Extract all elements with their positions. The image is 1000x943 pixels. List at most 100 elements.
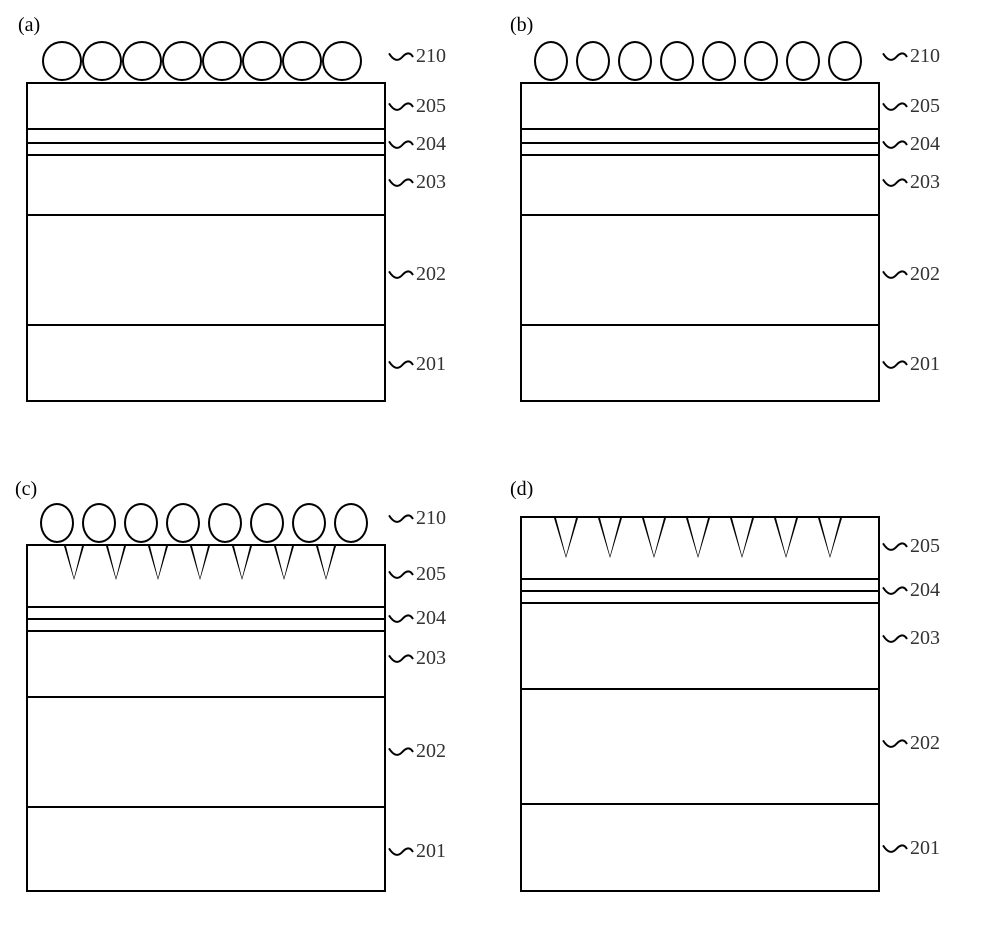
callout-label: 203 [910, 171, 940, 194]
microsphere [82, 41, 122, 81]
callout-201: 201 [388, 840, 446, 863]
microsphere [744, 41, 778, 81]
callout-203: 203 [388, 647, 446, 670]
callout-205: 205 [882, 535, 940, 558]
callout-201: 201 [882, 837, 940, 860]
etch-notch [148, 546, 168, 580]
callout-label: 205 [910, 535, 940, 558]
panel-d-stack [520, 516, 880, 892]
etch-notch [554, 518, 578, 558]
callout-label: 205 [416, 563, 446, 586]
microsphere [702, 41, 736, 81]
microsphere [42, 41, 82, 81]
callout-label: 210 [910, 45, 940, 68]
callout-label: 210 [416, 45, 446, 68]
panel-c-spheres [40, 503, 368, 543]
microsphere [786, 41, 820, 81]
microsphere [322, 41, 362, 81]
callout-label: 204 [416, 133, 446, 156]
layer-divider [522, 154, 878, 156]
microsphere [334, 503, 368, 543]
layer-divider [28, 128, 384, 130]
callout-202: 202 [388, 263, 446, 286]
callout-210: 210 [388, 45, 446, 68]
callout-label: 204 [910, 579, 940, 602]
panel-a-label: (a) [18, 14, 40, 37]
layer-divider [522, 142, 878, 144]
microsphere [828, 41, 862, 81]
callout-label: 205 [416, 95, 446, 118]
layer-divider [28, 214, 384, 216]
callout-label: 201 [416, 353, 446, 376]
microsphere [576, 41, 610, 81]
callout-203: 203 [882, 627, 940, 650]
microsphere [162, 41, 202, 81]
panel-c-label: (c) [15, 478, 37, 501]
callout-label: 202 [910, 263, 940, 286]
callout-label: 201 [416, 840, 446, 863]
callout-label: 203 [416, 171, 446, 194]
callout-204: 204 [882, 133, 940, 156]
microsphere [534, 41, 568, 81]
layer-divider [522, 324, 878, 326]
etch-notch [106, 546, 126, 580]
layer-divider [522, 590, 878, 592]
etch-notch [274, 546, 294, 580]
etch-notch [598, 518, 622, 558]
microsphere [166, 503, 200, 543]
microsphere [122, 41, 162, 81]
callout-202: 202 [882, 732, 940, 755]
microsphere [292, 503, 326, 543]
microsphere [660, 41, 694, 81]
microsphere [124, 503, 158, 543]
panel-a-stack [26, 82, 386, 402]
layer-divider [522, 803, 878, 805]
microsphere [618, 41, 652, 81]
layer-divider [28, 806, 384, 808]
microsphere [208, 503, 242, 543]
layer-divider [522, 214, 878, 216]
callout-label: 201 [910, 837, 940, 860]
callout-210: 210 [882, 45, 940, 68]
callout-204: 204 [388, 607, 446, 630]
callout-203: 203 [388, 171, 446, 194]
callout-202: 202 [882, 263, 940, 286]
panel-b-spheres [534, 41, 862, 81]
layer-divider [28, 696, 384, 698]
layer-divider [522, 602, 878, 604]
panel-b-stack [520, 82, 880, 402]
etch-notch [190, 546, 210, 580]
callout-205: 205 [882, 95, 940, 118]
layer-divider [28, 606, 384, 608]
callout-label: 201 [910, 353, 940, 376]
etch-notch [64, 546, 84, 580]
etch-notch [730, 518, 754, 558]
microsphere [250, 503, 284, 543]
layer-divider [522, 128, 878, 130]
callout-204: 204 [882, 579, 940, 602]
layer-divider [522, 578, 878, 580]
panel-d-label: (d) [510, 478, 533, 501]
layer-divider [28, 142, 384, 144]
callout-204: 204 [388, 133, 446, 156]
callout-label: 202 [416, 263, 446, 286]
microsphere [242, 41, 282, 81]
layer-divider [28, 618, 384, 620]
callout-label: 202 [910, 732, 940, 755]
callout-label: 203 [416, 647, 446, 670]
callout-205: 205 [388, 563, 446, 586]
callout-203: 203 [882, 171, 940, 194]
microsphere [82, 503, 116, 543]
callout-201: 201 [882, 353, 940, 376]
callout-202: 202 [388, 740, 446, 763]
callout-205: 205 [388, 95, 446, 118]
microsphere [40, 503, 74, 543]
panel-a-spheres [42, 41, 362, 81]
etch-notch [774, 518, 798, 558]
etch-notch [232, 546, 252, 580]
panel-b-label: (b) [510, 14, 533, 37]
layer-divider [28, 630, 384, 632]
callout-label: 204 [910, 133, 940, 156]
layer-divider [28, 324, 384, 326]
microsphere [202, 41, 242, 81]
